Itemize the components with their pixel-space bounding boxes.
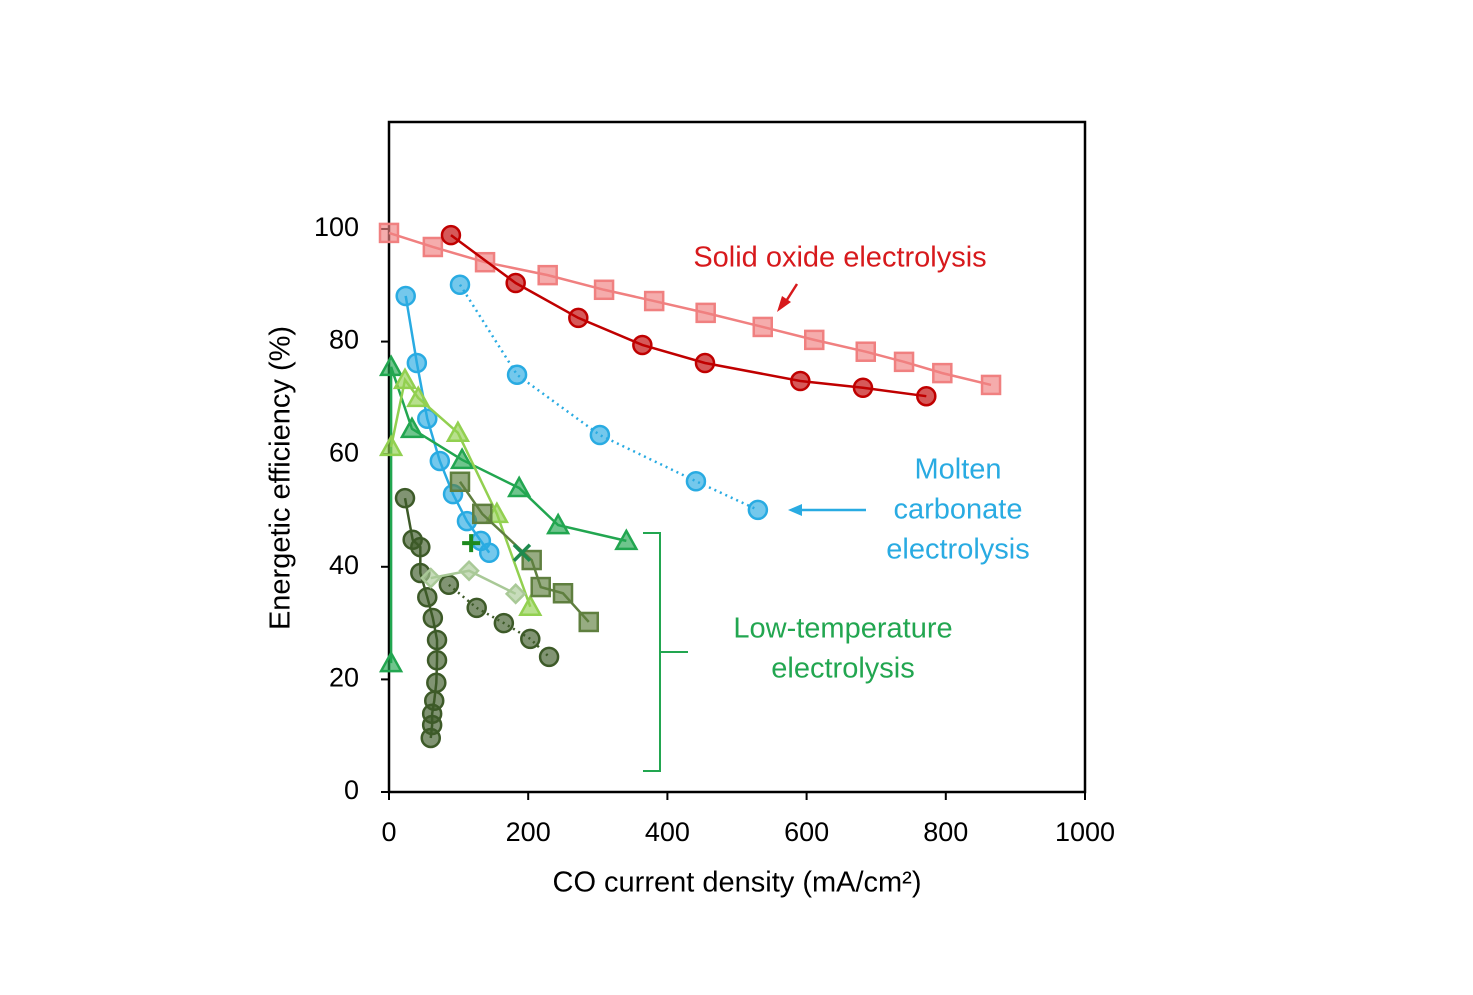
marker xyxy=(438,574,460,596)
marker xyxy=(472,503,493,525)
marker xyxy=(852,377,874,398)
marker xyxy=(893,351,915,373)
marker xyxy=(417,408,438,429)
marker xyxy=(578,611,600,633)
marker xyxy=(449,471,471,493)
x-tick-label: 800 xyxy=(923,817,968,847)
marker xyxy=(466,597,487,619)
marker xyxy=(685,470,707,492)
annotation: Solid oxide electrolysis xyxy=(693,242,986,274)
marker xyxy=(478,542,500,563)
marker xyxy=(593,279,615,301)
marker xyxy=(399,416,425,439)
marker xyxy=(614,528,639,551)
marker xyxy=(419,567,442,589)
marker xyxy=(589,424,611,446)
marker xyxy=(417,586,438,608)
annotation: carbonate xyxy=(894,494,1023,526)
marker xyxy=(507,475,532,498)
marker xyxy=(695,302,716,324)
x-tick-label: 200 xyxy=(506,817,551,847)
marker xyxy=(632,334,653,356)
y-tick-label: 60 xyxy=(329,437,359,467)
marker xyxy=(916,385,937,407)
marker xyxy=(520,628,541,650)
marker xyxy=(546,512,571,535)
x-tick-label: 600 xyxy=(784,817,829,847)
arrow-head xyxy=(777,296,791,312)
marker xyxy=(406,385,431,408)
marker xyxy=(440,224,462,246)
y-tick-label: 80 xyxy=(329,325,359,355)
marker xyxy=(505,272,526,294)
marker xyxy=(462,534,481,553)
marker xyxy=(420,727,442,749)
marker xyxy=(422,607,444,629)
marker xyxy=(518,594,543,617)
marker xyxy=(855,341,877,362)
marker xyxy=(747,499,769,521)
marker xyxy=(426,629,448,651)
marker xyxy=(790,370,811,392)
marker xyxy=(426,672,447,694)
marker xyxy=(752,316,774,338)
x-tick-label: 1000 xyxy=(1055,817,1115,847)
marker xyxy=(449,447,475,470)
marker xyxy=(512,543,532,562)
marker xyxy=(530,576,551,598)
marker xyxy=(537,264,558,286)
marker xyxy=(410,536,431,558)
y-axis-title: Energetic efficiency (%) xyxy=(265,326,297,630)
annotation: electrolysis xyxy=(886,534,1029,566)
marker xyxy=(378,434,404,457)
marker xyxy=(394,487,416,509)
series-line xyxy=(450,234,927,398)
y-tick-label: 0 xyxy=(344,775,359,805)
marker xyxy=(506,364,528,386)
x-tick-label: 400 xyxy=(645,817,690,847)
marker xyxy=(395,285,416,307)
marker xyxy=(378,354,404,377)
marker xyxy=(694,352,716,374)
x-tick-label: 0 xyxy=(381,817,396,847)
marker xyxy=(643,290,665,312)
y-tick-label: 40 xyxy=(329,550,359,580)
marker xyxy=(445,420,471,443)
marker xyxy=(504,583,527,605)
marker xyxy=(458,559,480,582)
marker xyxy=(449,274,471,295)
marker xyxy=(426,650,448,671)
marker xyxy=(429,450,451,472)
marker xyxy=(378,222,400,244)
bracket xyxy=(643,532,688,772)
x-axis-title: CO current density (mA/cm²) xyxy=(553,867,922,899)
y-tick-label: 20 xyxy=(329,663,359,693)
marker xyxy=(493,612,515,634)
y-tick-label: 100 xyxy=(314,212,359,242)
plot-frame xyxy=(387,120,1087,794)
marker xyxy=(568,307,589,329)
marker xyxy=(804,329,825,351)
marker xyxy=(932,362,953,384)
annotation: Molten xyxy=(914,454,1001,486)
marker xyxy=(406,352,428,374)
annotation: Low-temperature xyxy=(733,613,952,645)
arrow-head xyxy=(788,504,802,516)
marker xyxy=(378,650,404,673)
annotation: electrolysis xyxy=(771,653,914,685)
marker xyxy=(552,583,574,604)
marker xyxy=(422,236,444,258)
marker xyxy=(980,374,1002,396)
series-line xyxy=(389,376,532,608)
marker xyxy=(538,646,560,668)
marker xyxy=(392,367,418,390)
